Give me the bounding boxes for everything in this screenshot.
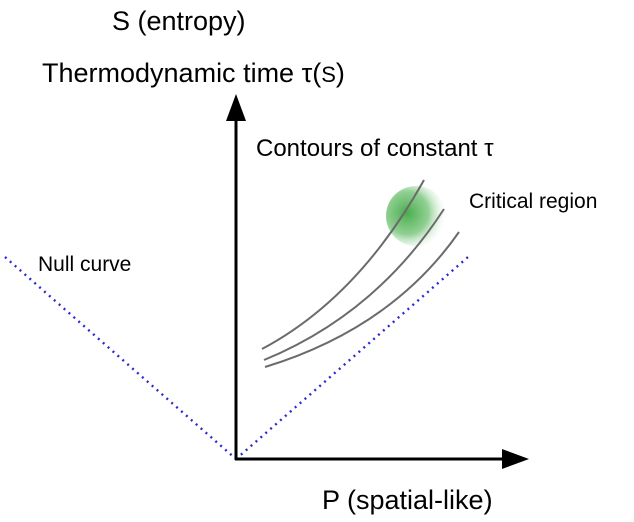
axes (226, 94, 529, 469)
tau-axis-label-main: Thermodynamic time τ( (42, 58, 321, 88)
critical-region-blob (386, 186, 446, 246)
tau-axis-label: Thermodynamic time τ(S) (42, 58, 345, 88)
contours-label: Contours of constant τ (256, 135, 494, 162)
tau-axis-label-arg: S (321, 62, 336, 87)
vertical-axis-arrowhead (226, 94, 246, 121)
contour-curve (264, 231, 460, 368)
horizontal-axis-arrowhead (502, 449, 529, 469)
null-curve-left (4, 256, 237, 460)
s-axis-label: S (entropy) (112, 6, 246, 36)
contour-curve (263, 208, 445, 361)
tau-axis-label-close: ) (336, 58, 345, 88)
contour-curve (261, 179, 425, 350)
contour-curves (261, 179, 460, 368)
critical-region-label: Critical region (469, 190, 597, 213)
p-axis-label: P (spatial-like) (322, 485, 493, 515)
null-curve-label: Null curve (38, 253, 131, 276)
